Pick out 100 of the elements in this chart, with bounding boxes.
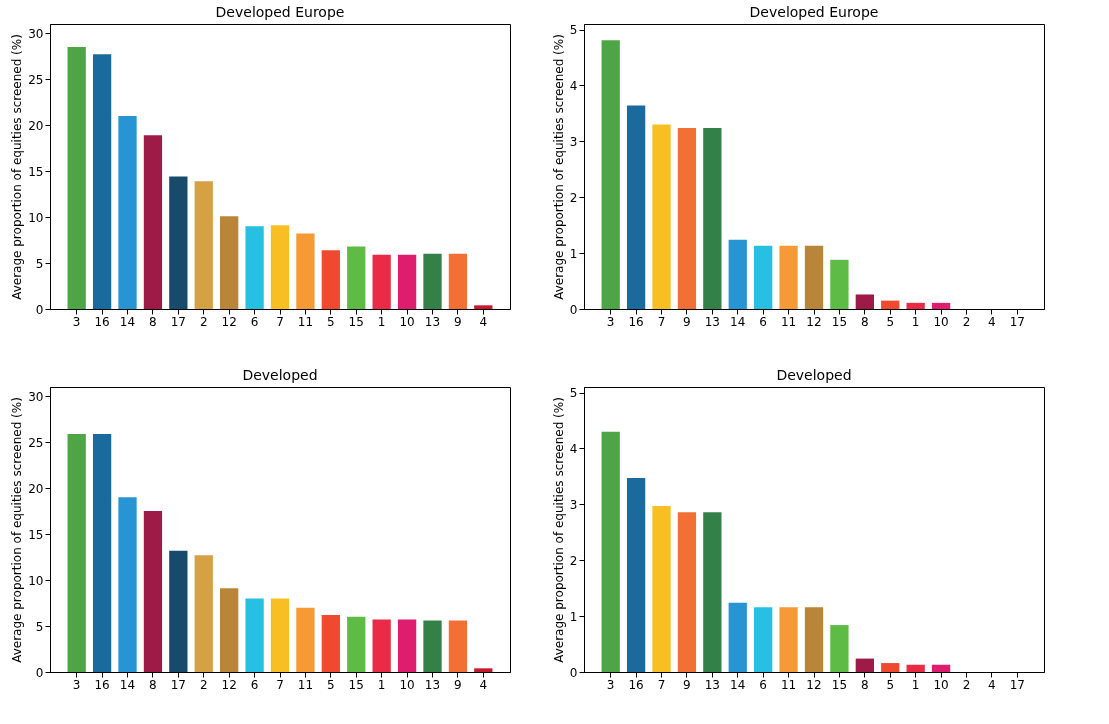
- bar: [92, 54, 112, 309]
- x-tick-label: 12: [221, 314, 237, 329]
- x-tick-label: 13: [704, 314, 720, 329]
- x-tick-label: 8: [149, 314, 157, 329]
- x-tick-label: 5: [886, 314, 895, 329]
- x-tick-label: 4: [479, 314, 488, 329]
- x-tick-label: 11: [297, 677, 314, 692]
- bar: [143, 511, 163, 672]
- bar: [652, 506, 671, 672]
- bar: [906, 664, 925, 672]
- bar: [296, 233, 315, 309]
- x-tick-label: 3: [72, 314, 81, 329]
- bar: [855, 294, 874, 309]
- y-axis-title: Average proportion of equities screened (%): [551, 397, 566, 663]
- x-tick-label: 4: [988, 314, 996, 329]
- bar: [245, 226, 264, 309]
- bar: [754, 607, 773, 672]
- x-tick-label: 14: [119, 677, 136, 692]
- x-tick-label: 5: [327, 677, 335, 692]
- x-tick-label: 17: [1009, 314, 1025, 329]
- bar: [626, 105, 646, 309]
- x-tick-label: 15: [831, 314, 848, 329]
- y-tick-label: 0: [35, 665, 44, 680]
- bar: [728, 239, 747, 309]
- x-tick-label: 11: [780, 677, 797, 692]
- y-axis-title: Average proportion of equities screened (%): [551, 34, 566, 300]
- bar: [118, 497, 137, 672]
- y-tick-label: 4: [569, 441, 578, 456]
- x-tick-label: 7: [276, 314, 284, 329]
- y-tick-label: 25: [28, 72, 44, 87]
- x-tick-label: 7: [276, 677, 284, 692]
- x-tick-label: 10: [933, 314, 949, 329]
- bar: [169, 550, 188, 672]
- x-tick-label: 14: [119, 314, 136, 329]
- x-tick-label: 1: [911, 314, 920, 329]
- bar: [448, 253, 468, 309]
- bar: [931, 664, 951, 672]
- bar: [245, 598, 264, 672]
- bar: [372, 619, 391, 672]
- x-tick-label: 8: [861, 677, 869, 692]
- bar: [372, 254, 391, 309]
- y-tick-label: 3: [569, 497, 578, 512]
- x-tick-label: 5: [327, 314, 335, 329]
- bar: [601, 40, 620, 309]
- x-tick-label: 4: [479, 677, 488, 692]
- bar: [347, 246, 366, 309]
- bar: [270, 225, 290, 309]
- bar: [423, 253, 442, 309]
- x-tick-label: 17: [170, 677, 186, 692]
- x-tick-label: 3: [72, 677, 81, 692]
- bar: [194, 181, 213, 309]
- bar: [92, 433, 112, 672]
- x-tick-label: 3: [606, 314, 615, 329]
- x-tick-label: 13: [704, 677, 720, 692]
- bar: [652, 124, 671, 309]
- x-tick-label: 6: [250, 677, 259, 692]
- x-tick-label: 11: [780, 314, 797, 329]
- x-tick-label: 8: [149, 677, 157, 692]
- y-tick-label: 0: [569, 665, 578, 680]
- x-tick-label: 5: [886, 677, 895, 692]
- y-tick-label: 0: [569, 302, 578, 317]
- x-tick-label: 7: [657, 314, 666, 329]
- x-tick-label: 15: [348, 314, 364, 329]
- x-tick-label: 1: [911, 677, 920, 692]
- y-tick-label: 5: [35, 619, 44, 634]
- bar: [931, 302, 951, 309]
- bar: [474, 305, 493, 309]
- bar: [474, 668, 493, 672]
- bar: [347, 616, 366, 672]
- y-tick-label: 30: [28, 389, 44, 404]
- y-tick-label: 4: [569, 78, 578, 93]
- x-tick-label: 14: [730, 677, 746, 692]
- bar: [703, 512, 722, 672]
- bar: [67, 433, 86, 672]
- y-tick-label: 10: [28, 573, 44, 588]
- bar: [728, 602, 747, 672]
- y-tick-label: 3: [569, 134, 578, 149]
- x-tick-label: 2: [199, 677, 208, 692]
- x-tick-label: 15: [348, 677, 364, 692]
- bar: [169, 176, 188, 309]
- bar: [855, 658, 874, 672]
- y-tick-label: 0: [35, 302, 44, 317]
- x-tick-label: 16: [94, 314, 110, 329]
- x-tick-label: 4: [988, 677, 996, 692]
- bar: [321, 250, 340, 309]
- bar: [397, 254, 417, 309]
- x-tick-label: 16: [628, 314, 644, 329]
- bar: [118, 115, 137, 309]
- x-tick-label: 6: [250, 314, 259, 329]
- bar: [779, 245, 798, 309]
- y-tick-label: 20: [28, 118, 44, 133]
- x-tick-label: 14: [730, 314, 746, 329]
- x-tick-label: 2: [962, 677, 971, 692]
- y-tick-label: 5: [569, 23, 578, 38]
- bar: [804, 245, 824, 309]
- y-tick-label: 15: [28, 527, 44, 542]
- x-tick-label: 8: [861, 314, 869, 329]
- x-tick-label: 9: [683, 314, 691, 329]
- x-tick-label: 9: [454, 314, 462, 329]
- x-tick-label: 2: [199, 314, 208, 329]
